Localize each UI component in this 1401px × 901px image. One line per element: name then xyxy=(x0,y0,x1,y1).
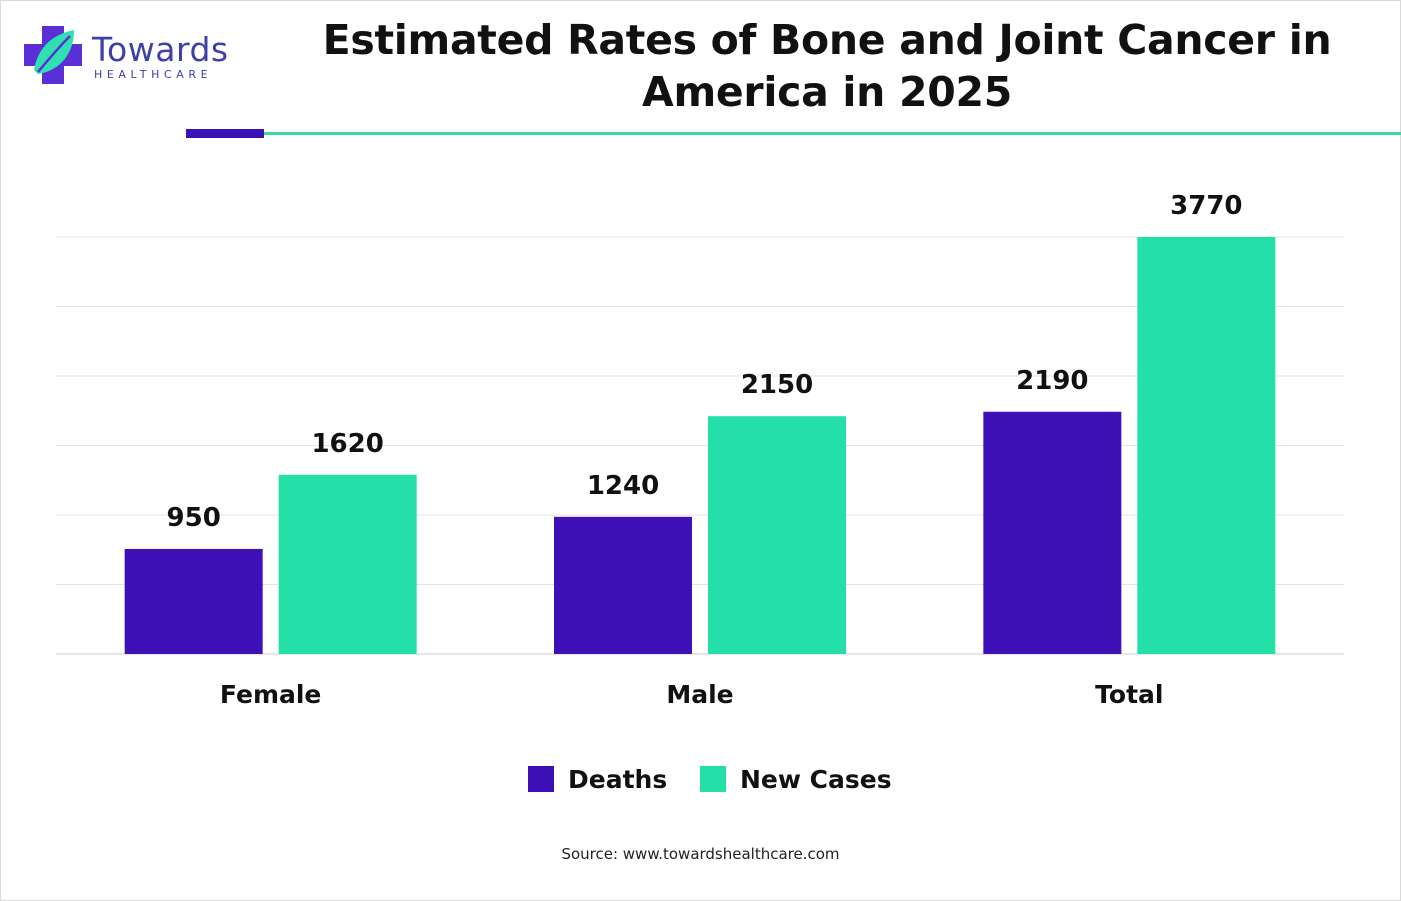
x-tick-label: Male xyxy=(666,680,733,709)
bar-deaths-male xyxy=(554,516,692,654)
bar-deaths-total xyxy=(983,411,1122,654)
title-underline-rule xyxy=(264,132,1401,135)
source-note: Source: www.towardshealthcare.com xyxy=(561,845,840,863)
data-label: 3770 xyxy=(1170,191,1242,221)
chart-legend: Deaths New Cases xyxy=(0,762,1401,796)
legend-swatch-deaths xyxy=(528,766,554,792)
data-label: 2150 xyxy=(741,370,813,400)
chart-title: Estimated Rates of Bone and Joint Cancer… xyxy=(322,16,1332,116)
logo-wordmark: Towards xyxy=(92,30,229,69)
legend-label-deaths: Deaths xyxy=(568,764,668,794)
data-label: 950 xyxy=(167,503,221,533)
legend-swatch-new-cases xyxy=(700,766,726,792)
legend-label-new-cases: New Cases xyxy=(740,764,892,794)
data-label: 1620 xyxy=(311,429,383,459)
title-underline-accent xyxy=(186,129,264,138)
bar-new-cases-total xyxy=(1137,237,1276,654)
data-label: 1240 xyxy=(587,471,659,501)
bar-new-cases-female xyxy=(278,474,417,654)
legend-item-new-cases: New Cases xyxy=(700,762,892,796)
logo-cross-leaf-icon xyxy=(24,26,82,84)
brand-logo: Towards HEALTHCARE xyxy=(24,26,234,88)
data-label: 2190 xyxy=(1016,366,1088,396)
bar-chart: 950 1620 Female 1240 2150 Male 2190 3770 Total xyxy=(56,191,1344,709)
x-tick-label: Total xyxy=(1095,680,1163,709)
logo-tagline: HEALTHCARE xyxy=(94,68,213,81)
bar-new-cases-male xyxy=(708,416,846,654)
bar-deaths-female xyxy=(124,548,263,654)
legend-item-deaths: Deaths xyxy=(528,762,667,796)
x-tick-label: Female xyxy=(220,680,321,709)
